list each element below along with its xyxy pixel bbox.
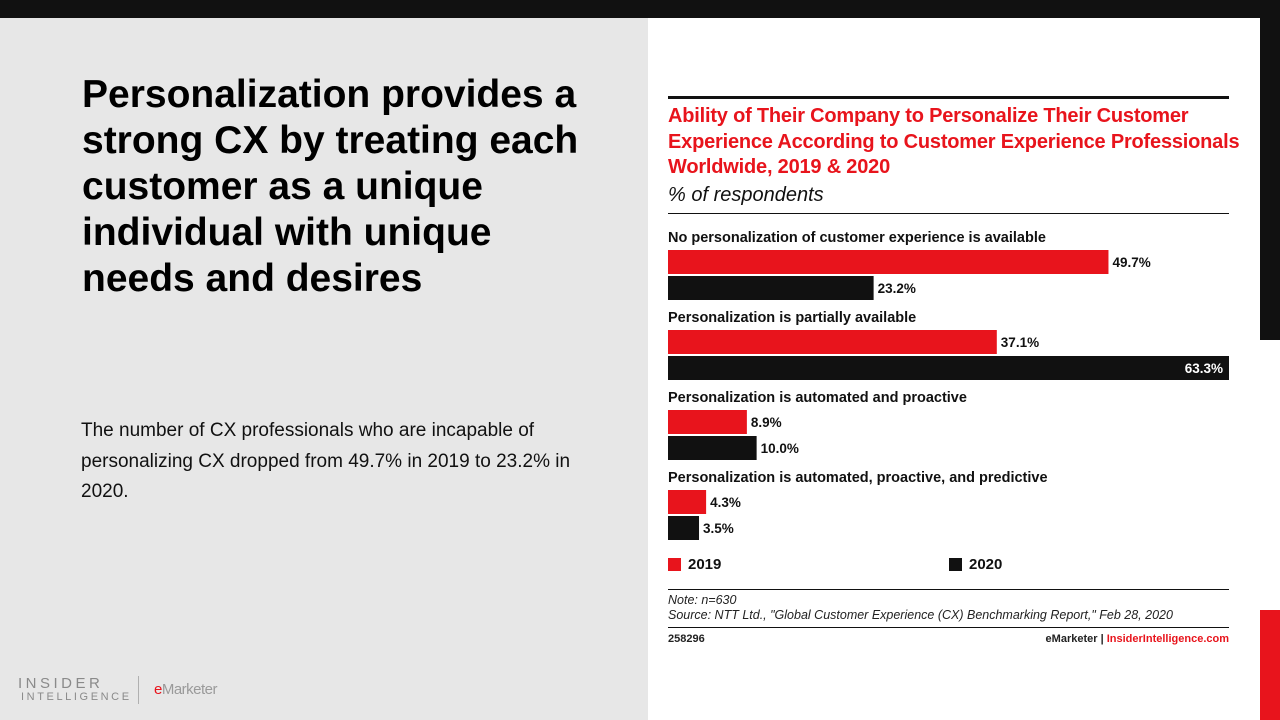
category-label: Personalization is automated, proactive,… — [668, 470, 1048, 486]
data-label-2020: 23.2% — [878, 281, 916, 296]
data-label-2020: 3.5% — [703, 521, 734, 536]
category-label: No personalization of customer experienc… — [668, 230, 1046, 246]
bar-2019 — [668, 330, 997, 354]
emarketer-logo-text: Marketer — [161, 681, 218, 698]
category-label: Personalization is partially available — [668, 310, 916, 326]
credit-emarketer: eMarketer — [1045, 633, 1098, 645]
legend-swatch-2020 — [949, 558, 962, 571]
slide-headline: Personalization provides a strong CX by … — [82, 73, 579, 300]
bar-2019 — [668, 410, 747, 434]
left-panel — [0, 18, 648, 720]
chart-credit: eMarketer | InsiderIntelligence.com — [1046, 633, 1229, 645]
emarketer-logo-e: e — [154, 681, 162, 698]
credit-separator: | — [1100, 633, 1104, 645]
bar-2019 — [668, 250, 1109, 274]
chart-id: 258296 — [668, 633, 705, 645]
chart-title: Ability of Their Company to Personalize … — [668, 105, 1240, 178]
data-label-2019: 37.1% — [1001, 335, 1039, 350]
edge-accent-red — [1260, 610, 1280, 720]
top-bar — [0, 0, 1280, 18]
logo-intelligence-text: INTELLIGENCE — [21, 691, 132, 703]
data-label-2019: 4.3% — [710, 495, 741, 510]
edge-accent-black — [1260, 18, 1280, 340]
bar-2020 — [668, 436, 757, 460]
emarketer-logo: eMarketer — [154, 681, 218, 698]
chart-header-rule — [668, 213, 1229, 214]
slide-body-text: The number of CX professionals who are i… — [81, 420, 571, 502]
credit-insider-intelligence: InsiderIntelligence.com — [1106, 633, 1229, 645]
category-label: Personalization is automated and proacti… — [668, 390, 967, 406]
data-label-2020: 10.0% — [761, 441, 799, 456]
chart-top-rule — [668, 96, 1229, 99]
bar-2020 — [668, 276, 874, 300]
data-label-2020: 63.3% — [1185, 361, 1223, 376]
logo-insider-text: INSIDER — [18, 675, 104, 692]
data-label-2019: 49.7% — [1112, 255, 1150, 270]
chart-note: Note: n=630 — [668, 593, 737, 607]
bar-2019 — [668, 490, 707, 514]
chart-source: Source: NTT Ltd., "Global Customer Exper… — [668, 608, 1173, 622]
chart-footer-rule — [668, 589, 1229, 590]
legend-swatch-2019 — [668, 558, 681, 571]
legend-label-2019: 2019 — [688, 556, 722, 573]
logo-divider — [138, 676, 139, 704]
chart-subtitle: % of respondents — [668, 184, 824, 206]
chart-bottom-rule — [668, 627, 1229, 628]
legend-label-2020: 2020 — [969, 556, 1003, 573]
data-label-2019: 8.9% — [751, 415, 782, 430]
bar-2020 — [668, 516, 700, 540]
bar-2020 — [668, 356, 1229, 380]
